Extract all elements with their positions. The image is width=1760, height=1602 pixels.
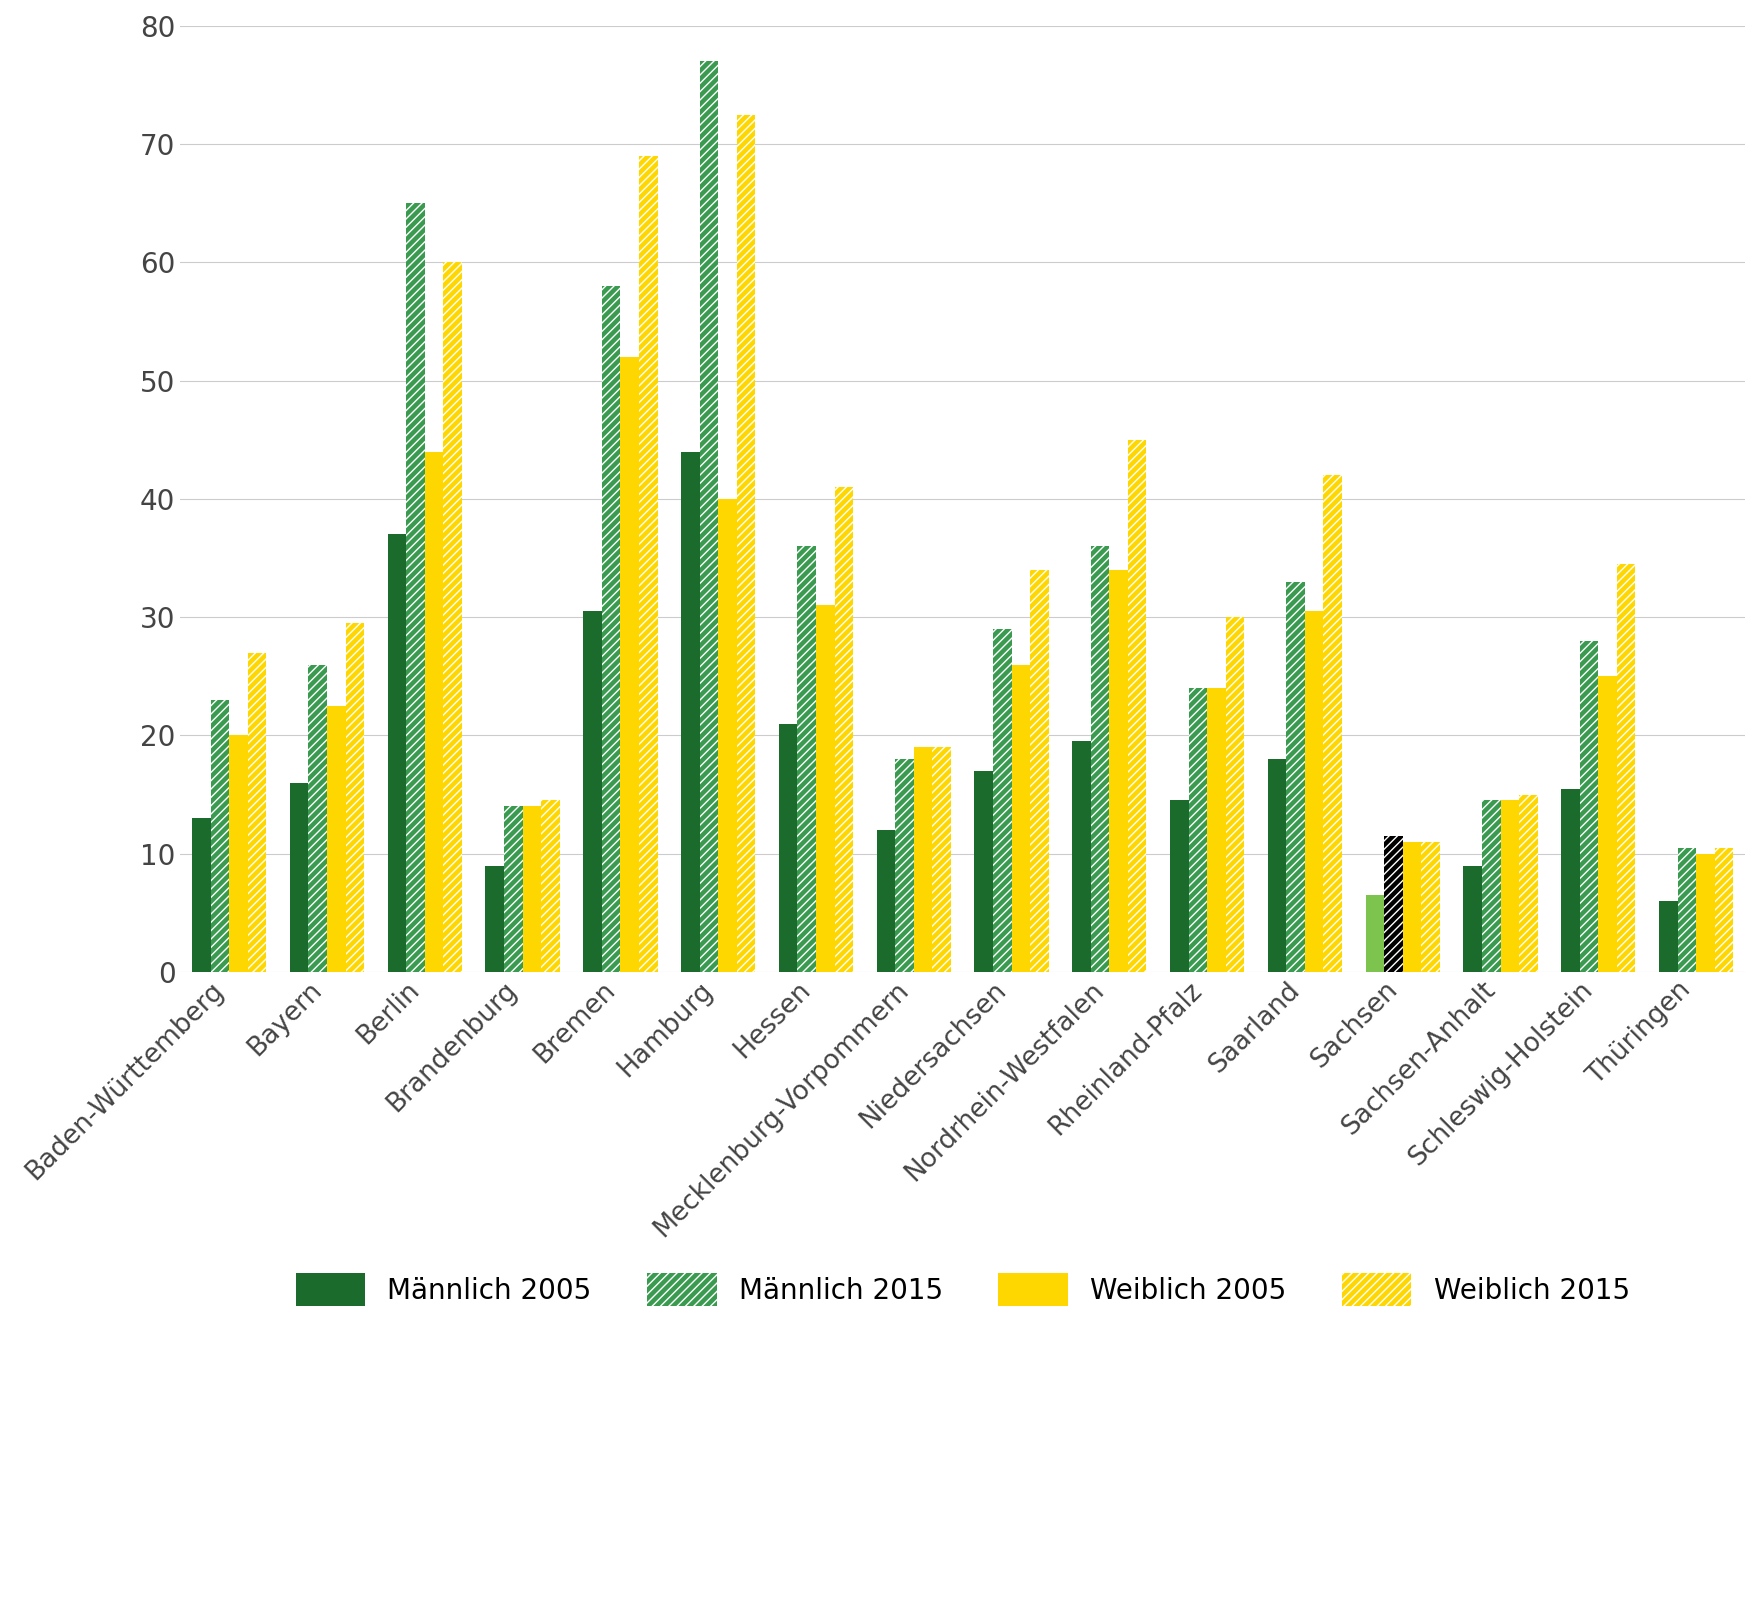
Bar (1482, 801, 1501, 972)
Bar (1561, 788, 1580, 972)
Bar (444, 263, 461, 972)
Bar (1267, 759, 1287, 972)
Bar (1030, 570, 1049, 972)
Bar (1304, 612, 1324, 972)
Bar (1660, 900, 1677, 972)
Bar (1128, 441, 1146, 972)
Bar (1188, 689, 1207, 972)
Bar (1128, 441, 1146, 972)
Bar (1580, 641, 1598, 972)
Bar (1225, 617, 1244, 972)
Bar (345, 623, 364, 972)
Bar (913, 747, 933, 972)
Bar (1714, 847, 1734, 972)
Bar (737, 115, 755, 972)
Bar (1287, 582, 1304, 972)
Bar (308, 665, 327, 972)
Bar (933, 747, 950, 972)
Bar (540, 801, 560, 972)
Bar (933, 747, 950, 972)
Bar (1170, 801, 1188, 972)
Bar (1463, 865, 1482, 972)
Bar (1207, 689, 1225, 972)
Bar (681, 452, 699, 972)
Bar (211, 700, 229, 972)
Bar (290, 783, 308, 972)
Bar (639, 155, 658, 972)
Bar (1188, 689, 1207, 972)
Bar (407, 203, 424, 972)
Bar (540, 801, 560, 972)
Bar (1072, 742, 1091, 972)
Bar (1677, 847, 1697, 972)
Bar (1091, 546, 1109, 972)
Legend: Männlich 2005, Männlich 2015, Weiblich 2005, Weiblich 2015: Männlich 2005, Männlich 2015, Weiblich 2… (285, 1261, 1640, 1317)
Bar (699, 61, 718, 972)
Bar (876, 830, 896, 972)
Bar (1714, 847, 1734, 972)
Bar (797, 546, 817, 972)
Bar (1519, 795, 1538, 972)
Bar (896, 759, 913, 972)
Bar (1501, 801, 1519, 972)
Bar (602, 287, 620, 972)
Bar (1403, 843, 1422, 972)
Bar (387, 535, 407, 972)
Bar (834, 487, 854, 972)
Bar (345, 623, 364, 972)
Bar (424, 452, 444, 972)
Bar (778, 724, 797, 972)
Bar (699, 61, 718, 972)
Bar (1580, 641, 1598, 972)
Bar (308, 665, 327, 972)
Bar (1422, 843, 1440, 972)
Bar (1109, 570, 1128, 972)
Bar (975, 771, 993, 972)
Bar (1324, 476, 1343, 972)
Bar (1287, 582, 1304, 972)
Bar (1482, 801, 1501, 972)
Bar (737, 115, 755, 972)
Bar (1225, 617, 1244, 972)
Bar (583, 612, 602, 972)
Bar (1383, 836, 1403, 972)
Bar (834, 487, 854, 972)
Bar (639, 155, 658, 972)
Bar (192, 819, 211, 972)
Bar (602, 287, 620, 972)
Bar (1519, 795, 1538, 972)
Bar (248, 652, 266, 972)
Bar (1677, 847, 1697, 972)
Bar (1617, 564, 1635, 972)
Bar (444, 263, 461, 972)
Bar (993, 630, 1012, 972)
Bar (407, 203, 424, 972)
Bar (327, 706, 345, 972)
Bar (1383, 836, 1403, 972)
Bar (993, 630, 1012, 972)
Bar (1598, 676, 1617, 972)
Bar (797, 546, 817, 972)
Bar (718, 498, 737, 972)
Bar (896, 759, 913, 972)
Bar (503, 806, 523, 972)
Bar (1366, 896, 1383, 972)
Bar (1091, 546, 1109, 972)
Bar (486, 865, 503, 972)
Bar (523, 806, 540, 972)
Bar (620, 357, 639, 972)
Bar (1030, 570, 1049, 972)
Bar (211, 700, 229, 972)
Bar (1324, 476, 1343, 972)
Bar (248, 652, 266, 972)
Bar (1697, 854, 1714, 972)
Bar (1012, 665, 1030, 972)
Bar (503, 806, 523, 972)
Bar (817, 606, 834, 972)
Bar (1422, 843, 1440, 972)
Bar (1617, 564, 1635, 972)
Bar (229, 735, 248, 972)
